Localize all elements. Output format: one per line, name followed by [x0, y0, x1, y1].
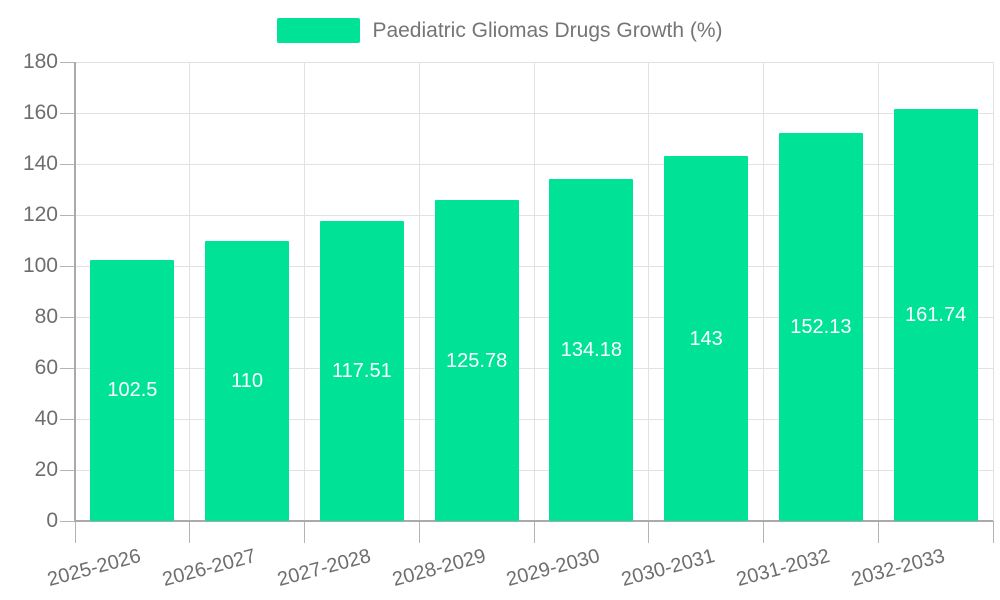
legend-label: Paediatric Gliomas Drugs Growth (%): [372, 19, 723, 42]
x-axis-tick: [763, 521, 764, 543]
y-axis-tick: [60, 418, 75, 420]
gridline-vertical: [304, 62, 305, 521]
gridline-vertical: [763, 62, 764, 521]
gridline-vertical: [877, 62, 879, 521]
x-axis-tick: [992, 521, 994, 543]
y-axis-label: 60: [34, 356, 58, 379]
x-axis-tick: [74, 521, 76, 543]
y-axis-label: 140: [22, 152, 58, 175]
y-axis-line: [74, 62, 76, 521]
gridline-vertical: [418, 62, 420, 521]
bar[interactable]: [319, 221, 404, 521]
bar-value-label: 152.13: [790, 316, 852, 339]
y-axis-tick: [60, 61, 75, 63]
gridline-vertical: [533, 62, 535, 521]
bar[interactable]: [90, 259, 175, 521]
y-axis-label: 40: [34, 407, 58, 430]
y-axis-label: 120: [22, 203, 58, 226]
gridline-vertical: [648, 62, 650, 521]
y-axis-tick: [60, 316, 75, 318]
legend-swatch-icon: [277, 18, 361, 43]
bar-value-label: 125.78: [446, 349, 508, 372]
bar-value-label: 110: [231, 369, 264, 392]
y-axis-label: 160: [22, 101, 58, 124]
y-axis-label: 180: [22, 50, 58, 73]
bar[interactable]: [434, 200, 519, 521]
gridline-vertical: [189, 62, 191, 521]
bar[interactable]: [664, 156, 749, 521]
x-axis-tick: [304, 521, 305, 543]
y-axis-tick: [60, 367, 75, 369]
bar-value-label: 143: [689, 327, 723, 350]
x-axis-tick: [189, 521, 191, 543]
y-axis-tick: [60, 214, 75, 216]
y-axis-tick: [60, 469, 75, 471]
y-axis-tick: [60, 520, 75, 522]
bar-value-label: 102.5: [107, 379, 158, 402]
x-axis-tick: [648, 521, 650, 543]
bar[interactable]: [549, 178, 634, 521]
bar-value-label: 134.18: [560, 338, 622, 361]
x-axis-line: [75, 520, 993, 522]
y-axis-label: 0: [46, 509, 58, 532]
x-axis-tick: [533, 521, 535, 543]
bar-value-label: 161.74: [905, 303, 967, 326]
y-axis-label: 100: [22, 254, 58, 277]
y-axis-tick: [60, 265, 75, 267]
bar[interactable]: [205, 240, 290, 521]
y-axis-label: 80: [34, 305, 58, 328]
x-axis-tick: [877, 521, 879, 543]
bar[interactable]: [778, 133, 863, 521]
y-axis-label: 20: [34, 458, 58, 481]
x-axis-tick: [418, 521, 420, 543]
chart-legend[interactable]: Paediatric Gliomas Drugs Growth (%): [0, 18, 1000, 43]
y-axis-tick: [60, 163, 75, 165]
bar-value-label: 117.51: [332, 360, 392, 383]
y-axis-tick: [60, 112, 75, 114]
bar[interactable]: [893, 108, 978, 521]
gridline-vertical: [992, 62, 994, 521]
